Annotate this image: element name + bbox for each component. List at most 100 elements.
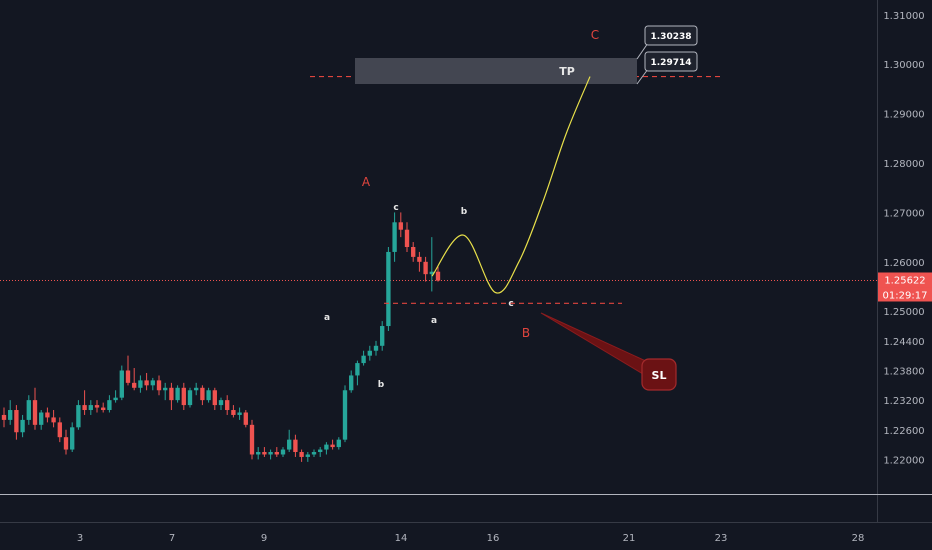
candle-body (8, 410, 13, 420)
candle-body (101, 407, 106, 411)
candle-body (249, 424, 255, 455)
candle-body (94, 405, 100, 408)
candle-body (63, 437, 69, 450)
candle-body (113, 397, 118, 401)
candle-body (181, 387, 186, 406)
candle-body (57, 422, 62, 438)
candle-body (417, 256, 422, 262)
wave-label-minor-c2: c (508, 299, 513, 309)
candle-body (274, 452, 279, 455)
candle-body (200, 387, 205, 401)
candle-body (26, 400, 31, 420)
y-tick-label: 1.30000 (883, 60, 924, 71)
y-tick-label: 1.27000 (883, 208, 924, 219)
price-tag-pointer-1 (636, 42, 649, 60)
x-tick-label: 7 (169, 533, 175, 544)
candle-body (342, 390, 348, 440)
x-tick-label: 23 (715, 533, 728, 544)
candle-body (132, 382, 137, 388)
x-tick-label: 28 (852, 533, 865, 544)
candle-body (324, 444, 329, 450)
wave-label-C: C (591, 28, 599, 42)
candle-body (144, 380, 149, 386)
candle-body (20, 419, 25, 433)
candle-body (51, 417, 56, 423)
candle-body (318, 449, 323, 453)
candle-body (138, 380, 143, 388)
candle-body (256, 452, 261, 455)
candle-body (231, 410, 236, 415)
stop-loss-badge[interactable] (641, 358, 677, 391)
take-profit-box[interactable] (355, 58, 637, 84)
candle-body (299, 452, 304, 457)
take-profit-label: TP (559, 65, 575, 78)
candle-body (262, 452, 267, 455)
price-tag-value-1: 1.30238 (651, 32, 692, 42)
candle-body (373, 345, 379, 351)
stop-loss-label: SL (652, 369, 667, 382)
price-tag-box-1[interactable] (644, 25, 698, 46)
candle-body (119, 370, 124, 398)
candle-body (212, 390, 217, 406)
current-price-value: 1.25622 (884, 275, 925, 286)
candle-body (435, 271, 441, 281)
candle-body (32, 400, 38, 425)
wave-label-B: B (522, 326, 530, 340)
candle-body (1, 414, 7, 420)
price-tag-pointer-2 (636, 68, 649, 85)
candle-body (218, 400, 224, 406)
x-tick-label: 14 (395, 533, 408, 544)
candle-body (14, 410, 19, 433)
candle-body (187, 390, 193, 406)
candle-body (336, 439, 341, 448)
candle-body (156, 380, 162, 391)
bar-countdown-value: 01:29:17 (883, 290, 928, 301)
bar-countdown-label (878, 287, 932, 302)
candle-body (429, 271, 434, 275)
candle-body (150, 380, 155, 386)
x-axis-ticks: 3 7 9 14 16 21 23 28 (77, 533, 865, 544)
y-tick-label: 1.22000 (883, 455, 924, 466)
candle-body (367, 350, 372, 356)
x-tick-label: 16 (487, 533, 500, 544)
candle-body (386, 251, 391, 327)
candle-body (411, 247, 416, 257)
candle-body (125, 370, 131, 383)
candle-body (404, 229, 410, 247)
candle-body (237, 412, 242, 415)
candle-body (169, 387, 174, 401)
y-tick-label: 1.23800 (883, 367, 924, 378)
wave-label-A: A (362, 175, 371, 189)
candle-body (225, 400, 230, 411)
candle-body (82, 405, 87, 411)
y-tick-label: 1.22600 (883, 426, 924, 437)
candle-body (243, 412, 248, 425)
candle-body (76, 405, 81, 428)
y-tick-label: 1.28000 (883, 159, 924, 170)
candle-body (268, 452, 273, 455)
candle-body (39, 412, 44, 425)
wave-label-minor-b2: b (461, 207, 468, 217)
candle-body (293, 439, 298, 453)
candle-body (349, 375, 354, 391)
y-axis-ticks: 1.31000 1.30000 1.29000 1.28000 1.27000 1.260… (883, 11, 924, 467)
candle-body (361, 355, 366, 364)
candle-body (392, 222, 397, 252)
wave-label-minor-b1: b (378, 380, 385, 390)
candle-body (398, 222, 403, 230)
candle-body (163, 387, 168, 391)
y-tick-label: 1.24400 (883, 337, 924, 348)
y-tick-label: 1.25000 (883, 307, 924, 318)
y-tick-label: 1.31000 (883, 11, 924, 22)
price-tag-value-2: 1.29714 (651, 58, 692, 68)
candle-body (194, 387, 199, 391)
candle-body (423, 261, 428, 275)
current-price-label (878, 272, 932, 288)
price-tag-box-2[interactable] (644, 51, 698, 72)
y-tick-label: 1.26000 (883, 258, 924, 269)
wave-label-minor-a1: a (324, 313, 330, 323)
projected-wave-path (431, 76, 591, 294)
